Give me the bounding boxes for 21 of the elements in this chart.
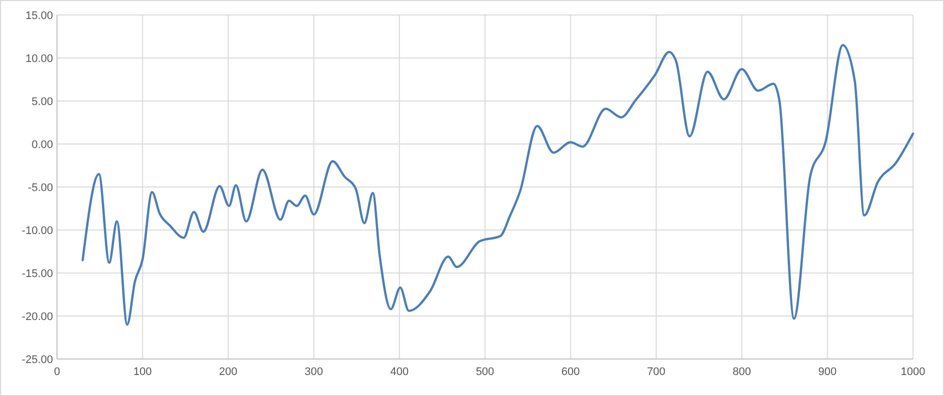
x-tick-label: 600 [561,366,580,378]
y-tick-label: -15.00 [22,268,53,280]
x-tick-label: 400 [390,366,409,378]
x-tick-label: 900 [818,366,837,378]
x-tick-label: 800 [732,366,751,378]
y-tick-label: -20.00 [22,310,53,323]
y-tick-label: 5.00 [32,96,53,108]
x-tick-label: 500 [476,366,494,378]
y-tick-label: -10.00 [22,224,53,237]
x-tick-label: 1000 [900,366,926,378]
x-tick-label: 300 [304,366,323,378]
line-series [82,44,914,326]
y-tick-label: 15.00 [25,10,53,22]
x-tick-label: 0 [54,366,60,378]
x-tick-label: 100 [133,366,152,378]
y-tick-label: -5.00 [28,182,53,194]
y-tick-label: -25.00 [22,354,53,366]
x-tick-label: 200 [219,366,238,378]
y-tick-label: 0.00 [32,138,53,151]
y-tick-label: 10.00 [25,52,53,65]
x-tick-label: 700 [647,366,666,378]
